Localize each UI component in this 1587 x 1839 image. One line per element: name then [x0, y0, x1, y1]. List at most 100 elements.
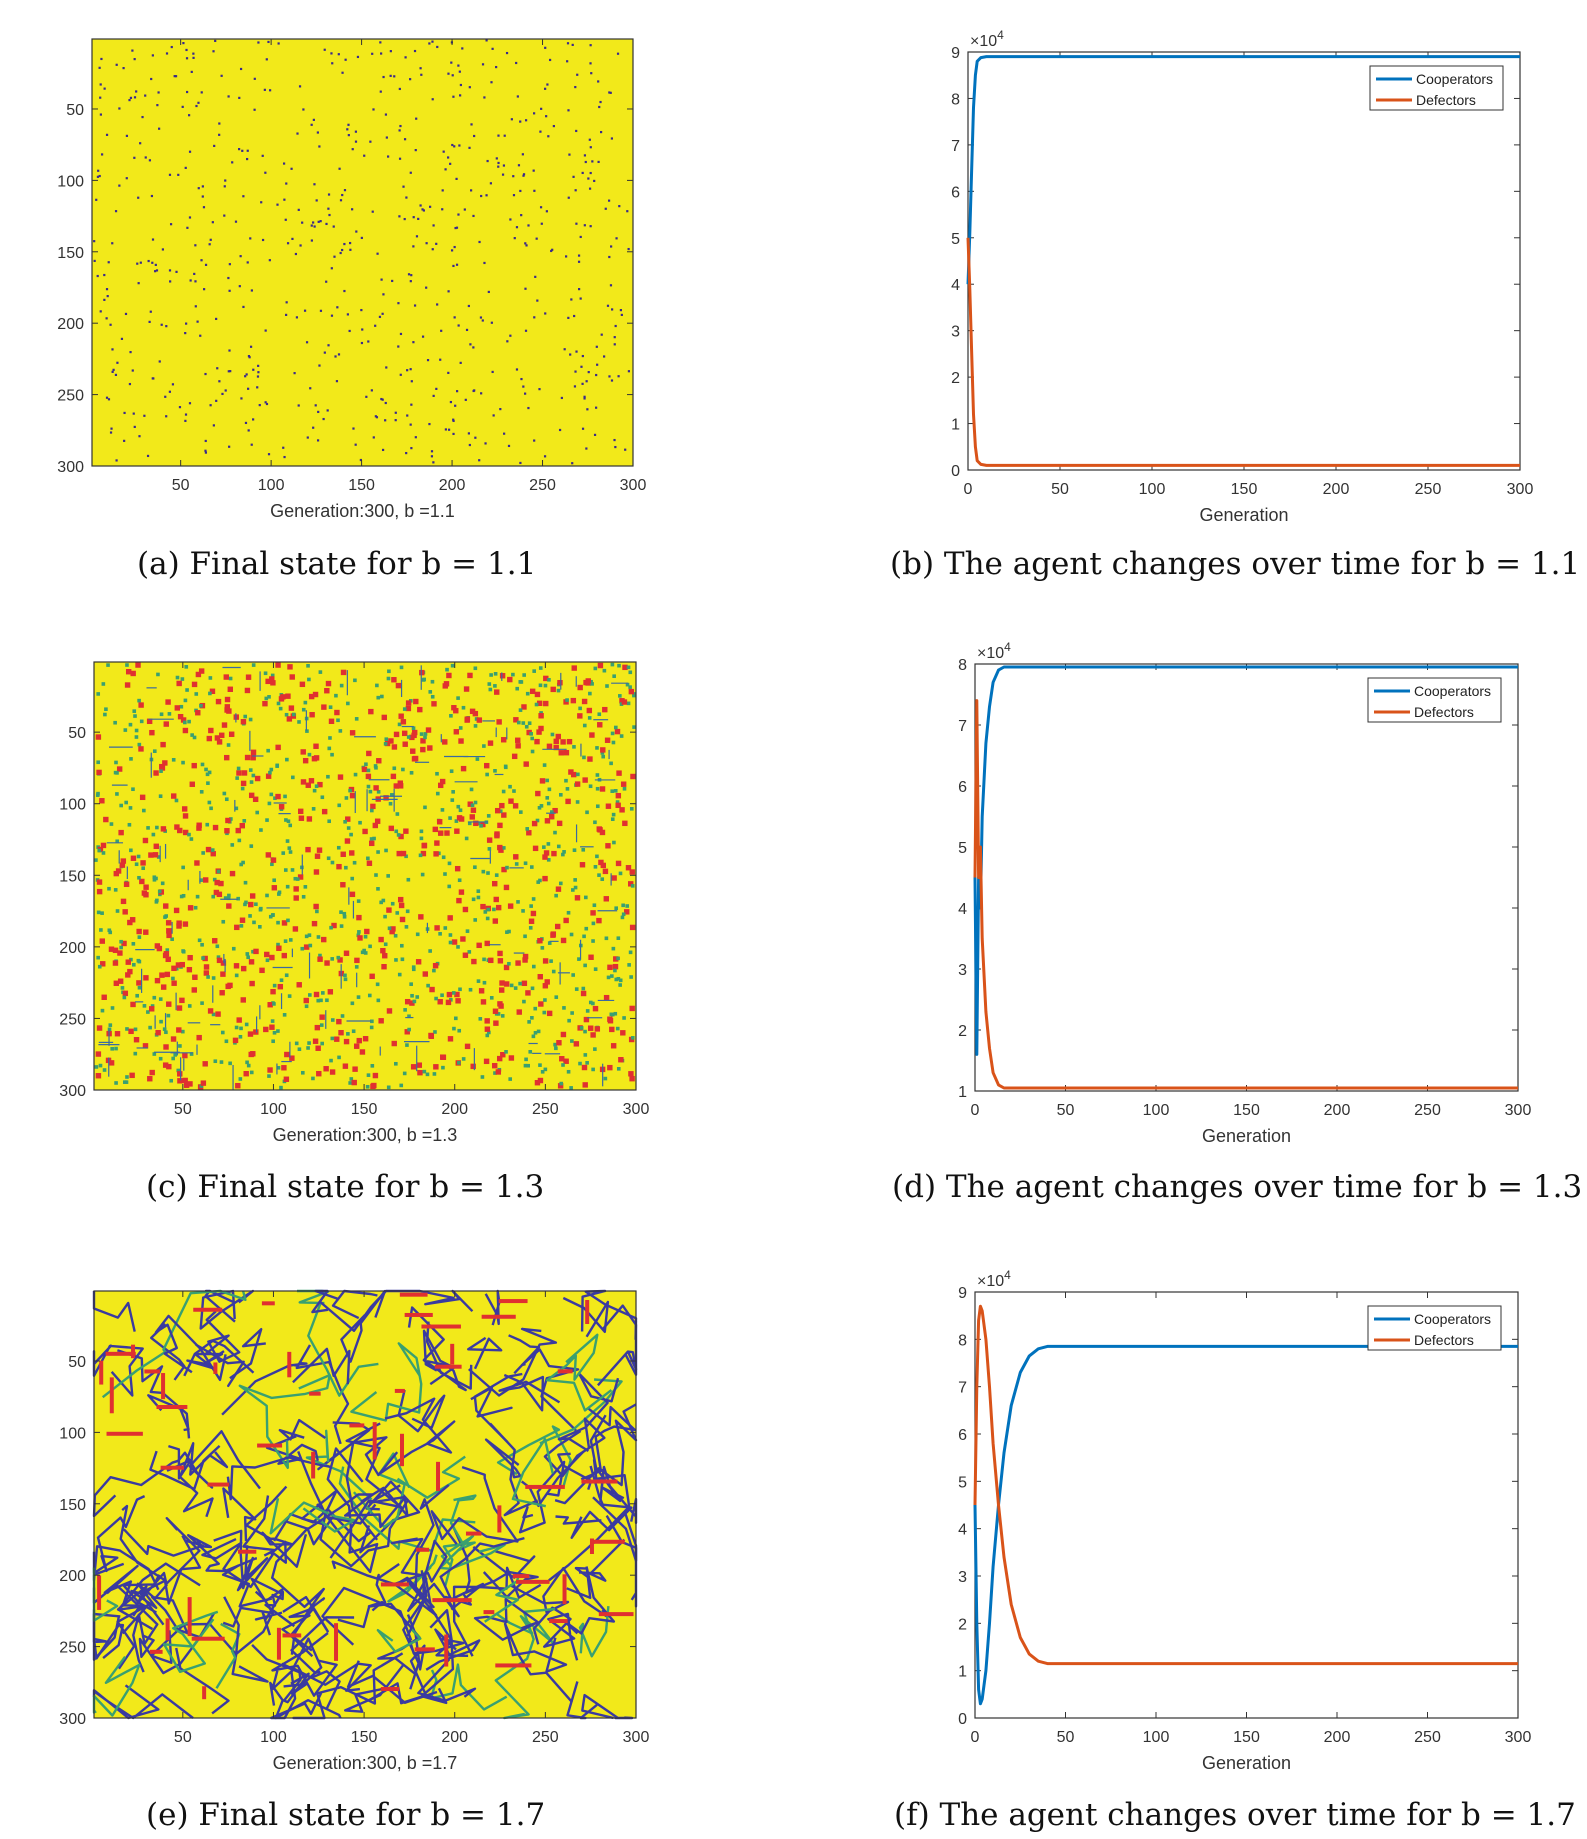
defector-cell	[393, 783, 400, 789]
boundary-line	[295, 1344, 350, 1445]
defector-cell	[314, 853, 321, 859]
defector-cell	[465, 328, 469, 332]
defector-cell	[204, 263, 208, 266]
x-tick-label: 100	[1143, 1102, 1170, 1119]
boundary-cell	[583, 963, 587, 968]
boundary-cell	[395, 812, 400, 816]
defector-cell	[551, 248, 554, 251]
boundary-cell	[440, 993, 444, 998]
defector-cell	[497, 950, 503, 957]
y-tick-label: 4	[951, 277, 960, 294]
boundary-cell	[343, 977, 348, 982]
x-axis-label: Generation:300, b =1.1	[270, 501, 455, 521]
defector-cell	[312, 1038, 319, 1044]
defector-cell	[269, 954, 275, 961]
defector-cell	[95, 198, 98, 201]
boundary-cell	[531, 1034, 536, 1039]
boundary-cell	[101, 682, 106, 686]
defector-cell	[476, 942, 482, 949]
defector-cell	[381, 448, 385, 452]
defector-cell	[421, 842, 428, 849]
defector-cell	[461, 47, 464, 50]
defector-cell	[166, 928, 172, 934]
boundary-cell	[470, 803, 475, 808]
defector-cell	[270, 680, 276, 686]
defector-cell	[456, 390, 459, 393]
defector-cell	[458, 889, 465, 895]
defector-cell	[199, 334, 202, 337]
defector-cell	[501, 173, 505, 176]
defector-cell	[559, 1056, 565, 1062]
defector-cell	[95, 734, 102, 740]
defector-cell	[515, 226, 519, 229]
boundary-cell	[146, 1010, 150, 1014]
boundary-cell	[241, 860, 245, 865]
defector-cell	[379, 41, 382, 44]
boundary-cell	[96, 910, 101, 915]
defector-cell	[609, 1026, 615, 1033]
boundary-cell	[301, 894, 306, 899]
boundary-cell	[448, 940, 453, 945]
defector-cell	[626, 210, 629, 213]
defector-cell	[588, 138, 591, 141]
boundary-line	[204, 1310, 241, 1363]
boundary-cell	[523, 861, 528, 866]
boundary-cell	[276, 942, 280, 947]
defector-cell	[589, 225, 592, 228]
defector-cell	[221, 722, 228, 728]
defector-cell	[497, 844, 503, 851]
defector-cell	[147, 1076, 153, 1082]
defector-cell	[612, 963, 619, 970]
boundary-cell	[493, 769, 497, 773]
boundary-cell	[547, 678, 551, 682]
defector-cell	[447, 428, 451, 431]
defector-cell	[168, 390, 171, 393]
defector-cell	[412, 216, 415, 219]
boundary-cell	[535, 818, 540, 823]
defector-cell	[542, 875, 548, 882]
defector-cell	[399, 1292, 428, 1297]
boundary-cell	[328, 736, 332, 740]
boundary-line	[175, 1647, 230, 1715]
defector-cell	[399, 916, 406, 923]
defector-cell	[421, 208, 424, 211]
defector-cell	[491, 1062, 498, 1069]
defector-cell	[248, 356, 251, 359]
boundary-cell	[485, 1033, 490, 1038]
boundary-cell	[516, 720, 521, 725]
defector-cell	[434, 840, 440, 846]
boundary-cell	[133, 714, 137, 718]
defector-cell	[339, 251, 342, 255]
defector-cell	[452, 264, 455, 268]
defector-cell	[96, 888, 103, 895]
boundary-cell	[597, 873, 601, 877]
boundary-cell	[221, 919, 226, 924]
x-tick-label: 100	[260, 1101, 287, 1118]
defector-cell	[586, 707, 593, 714]
boundary-cell	[487, 1030, 491, 1035]
boundary-cell	[614, 906, 618, 910]
defector-cell	[111, 348, 114, 351]
defector-cell	[343, 289, 346, 293]
boundary-cell	[356, 995, 361, 999]
defector-cell	[366, 750, 372, 757]
boundary-cell	[162, 1027, 167, 1031]
defector-cell	[218, 880, 224, 887]
boundary-cell	[411, 726, 416, 730]
x-axis-label: Generation:300, b =1.7	[273, 1753, 458, 1773]
boundary-cell	[291, 712, 296, 717]
boundary-cell	[383, 914, 387, 919]
boundary-cell	[315, 909, 319, 914]
defector-cell	[229, 370, 232, 373]
boundary-cell	[187, 1004, 192, 1008]
defector-cell	[107, 261, 110, 264]
y-tick-label: 8	[951, 91, 960, 108]
defector-cell	[177, 173, 180, 176]
panel-caption: (a) Final state for b = 1.1	[137, 546, 536, 582]
defector-cell	[380, 1582, 409, 1587]
defector-cell	[454, 226, 457, 230]
defector-cell	[148, 159, 152, 162]
defector-cell	[435, 387, 438, 390]
boundary-cell	[311, 1076, 315, 1081]
boundary-cell	[156, 855, 161, 859]
